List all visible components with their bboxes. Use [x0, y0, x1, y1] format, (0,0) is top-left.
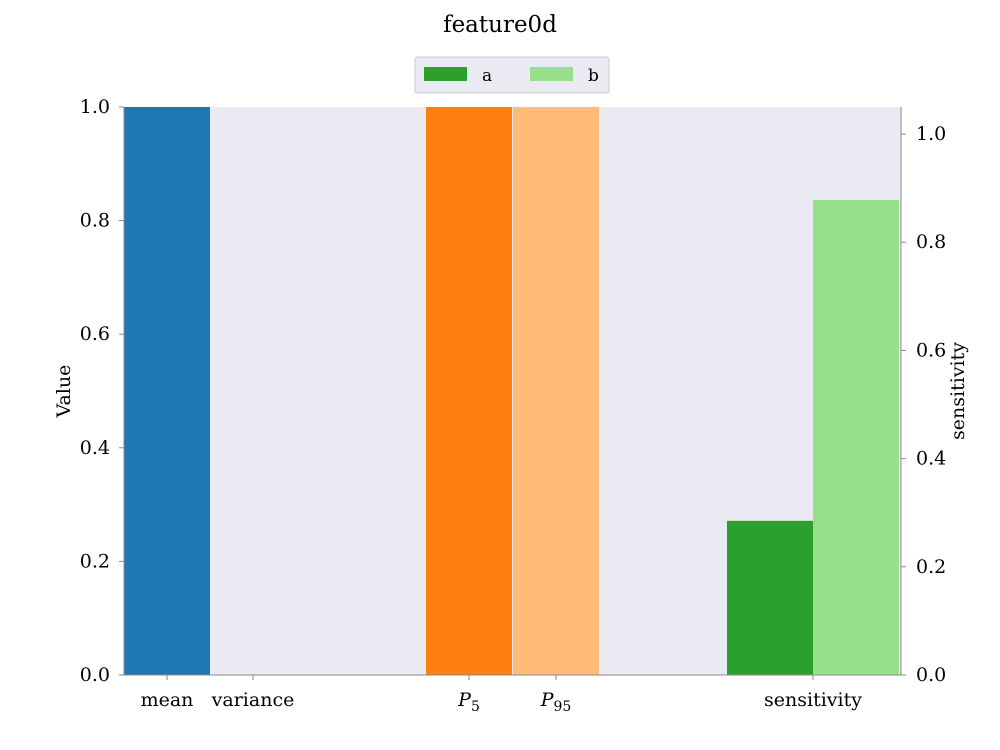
x-tick-label: P95 — [540, 689, 572, 715]
y-tick-label-right: 0.6 — [916, 339, 946, 361]
y-tick-label-left: 0.2 — [80, 550, 110, 572]
y-tick-label-left: 0.0 — [80, 664, 110, 686]
legend-label-b: b — [588, 66, 599, 86]
legend-swatch-b — [530, 67, 573, 81]
bars — [124, 107, 899, 675]
legend-label-a: a — [482, 66, 492, 86]
bar-p95 — [513, 107, 599, 675]
chart-title: feature0d — [443, 12, 557, 38]
y-tick-label-right: 1.0 — [916, 123, 946, 145]
x-tick-label: mean — [141, 689, 194, 711]
axes: 0.0 0.2 0.4 0.6 0.8 1.0 0.0 0.2 0.4 0.6 0.8 1.0 mean… — [80, 96, 946, 715]
x-tick-label: sensitivity — [764, 689, 862, 711]
y-tick-label-right: 0.8 — [916, 231, 946, 253]
bar-sensitivity-a — [727, 520, 813, 675]
y-tick-label-right: 0.4 — [916, 448, 946, 470]
bar-sensitivity-b — [813, 200, 899, 675]
y-tick-label-left: 0.4 — [80, 437, 110, 459]
y-axis-title-left: Value — [53, 365, 75, 419]
y-tick-label-left: 0.8 — [80, 210, 110, 232]
y-tick-label-right: 0.2 — [916, 556, 946, 578]
y-tick-label-left: 0.6 — [80, 323, 110, 345]
y-tick-label-right: 0.0 — [916, 664, 946, 686]
y-tick-label-left: 1.0 — [80, 96, 110, 118]
x-tick-label: P5 — [457, 689, 480, 715]
bar-p5 — [426, 107, 512, 675]
bar-mean — [124, 107, 210, 675]
y-axis-title-right: sensitivity — [947, 342, 969, 440]
legend-box — [414, 56, 610, 94]
x-tick-label: variance — [211, 689, 295, 711]
legend-swatch-a — [424, 67, 467, 81]
